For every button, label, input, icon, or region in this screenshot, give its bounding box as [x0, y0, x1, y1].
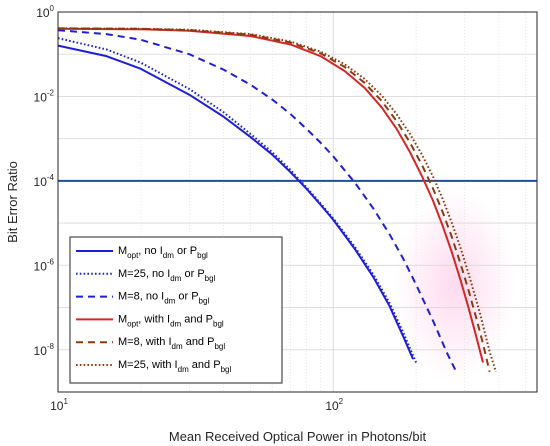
tick-labels: 101 102 100 10-2 10-4 10-6 10-8: [34, 4, 344, 413]
plot-frame: [57, 11, 538, 393]
series-line-3: [57, 29, 458, 373]
series-line-2: [57, 37, 417, 363]
legend-box: [69, 236, 283, 384]
y-tick-label: 10-6: [34, 257, 55, 273]
legend-label-5: M=8, with Idm and Pbgl: [118, 336, 225, 351]
highlight-glow: [395, 190, 515, 380]
y-tick-label: 10-2: [34, 88, 55, 104]
legend-label-2: M=25, no Idm or Pbgl: [118, 268, 216, 283]
series-line-6: [57, 27, 497, 373]
legend-label-6: M=25, with Idm and Pbgl: [118, 359, 231, 374]
series-line-4: [57, 27, 484, 363]
x-tick-label: 102: [325, 397, 343, 413]
series-group: [57, 27, 497, 373]
series-line-1: [57, 44, 414, 360]
legend-label-3: M=8, no Idm or Pbgl: [118, 291, 209, 306]
y-axis-label: Bit Error Ratio: [5, 161, 20, 243]
y-tick-label: 10-4: [34, 173, 55, 189]
grid: [58, 12, 537, 392]
x-axis-label: Mean Received Optical Power in Photons/b…: [169, 429, 427, 444]
legend: Mopt, no Idm or Pbgl M=25, no Idm or Pbgl…: [69, 236, 283, 384]
x-tick-label: 101: [50, 397, 68, 413]
y-tick-label: 10-8: [34, 342, 55, 358]
glow-ellipse: [395, 190, 515, 380]
y-tick-label: 100: [36, 4, 54, 20]
legend-label-1: Mopt, no Idm or Pbgl: [118, 245, 208, 260]
legend-label-4: Mopt, with Idm and Pbgl: [118, 313, 224, 328]
